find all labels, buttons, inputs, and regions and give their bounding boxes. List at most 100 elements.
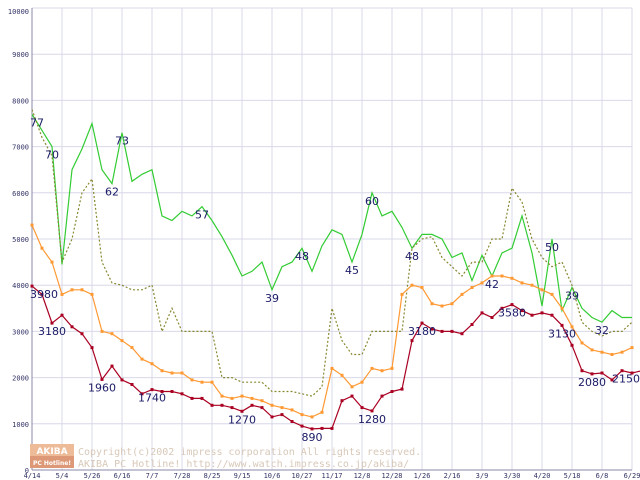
data-point bbox=[530, 313, 534, 317]
y-tick-label: 9000 bbox=[12, 51, 29, 59]
data-point bbox=[70, 325, 74, 329]
data-point bbox=[360, 380, 364, 384]
x-tick-label: 2/16 bbox=[444, 472, 461, 480]
data-point bbox=[90, 292, 94, 296]
data-point bbox=[30, 284, 34, 288]
data-point bbox=[380, 394, 384, 398]
data-point bbox=[340, 399, 344, 403]
data-point bbox=[170, 390, 174, 393]
data-point bbox=[510, 303, 514, 307]
data-point bbox=[480, 311, 484, 315]
data-point bbox=[110, 364, 114, 368]
x-tick-label: 9/15 bbox=[234, 472, 251, 480]
data-point bbox=[120, 339, 124, 343]
data-point bbox=[170, 371, 174, 375]
y-tick-label: 5000 bbox=[12, 236, 29, 244]
data-label: 1280 bbox=[358, 413, 386, 426]
data-point bbox=[230, 406, 234, 410]
data-label: 32 bbox=[595, 324, 609, 337]
data-point bbox=[180, 371, 184, 375]
data-point bbox=[410, 283, 414, 287]
data-point bbox=[150, 362, 154, 366]
data-point bbox=[180, 392, 184, 396]
data-point bbox=[160, 369, 164, 373]
data-point bbox=[620, 369, 624, 373]
x-tick-label: 8/25 bbox=[204, 472, 221, 480]
data-point bbox=[40, 246, 44, 250]
data-point bbox=[440, 329, 444, 333]
data-point bbox=[290, 408, 294, 412]
data-point bbox=[370, 366, 374, 370]
data-point bbox=[80, 332, 84, 336]
data-point bbox=[560, 323, 564, 327]
data-label: 60 bbox=[365, 195, 379, 208]
data-point bbox=[530, 283, 534, 287]
data-point bbox=[630, 371, 634, 375]
data-point bbox=[210, 403, 214, 407]
data-point bbox=[250, 396, 254, 400]
data-point bbox=[310, 415, 314, 419]
series-line bbox=[31, 113, 632, 323]
data-label: 890 bbox=[302, 431, 323, 444]
data-point bbox=[350, 385, 354, 389]
data-point bbox=[300, 424, 304, 428]
data-point bbox=[140, 392, 144, 396]
data-labels: 77 70 62 73 57 39 48 45 60 48 42 50 39 32 3980 3180 1960… bbox=[30, 116, 640, 444]
data-point bbox=[490, 274, 494, 278]
x-tick-label: 7/7 bbox=[146, 472, 159, 480]
data-point bbox=[60, 292, 64, 296]
data-point bbox=[420, 321, 424, 325]
y-tick-labels: 0 1000 2000 3000 4000 5000 6000 7000 8000 9000 100… bbox=[8, 8, 29, 475]
data-label: 45 bbox=[345, 264, 359, 277]
logo-top-text: AKIBA bbox=[36, 447, 67, 457]
data-point bbox=[580, 341, 584, 345]
data-label: 2150 bbox=[612, 373, 640, 386]
data-point bbox=[350, 394, 354, 398]
x-tick-label: 3/30 bbox=[504, 472, 521, 480]
data-point bbox=[470, 323, 474, 326]
data-point bbox=[100, 329, 104, 333]
data-label: 73 bbox=[115, 135, 129, 148]
data-point bbox=[590, 372, 594, 376]
data-label: 42 bbox=[485, 278, 499, 291]
data-point bbox=[40, 292, 44, 296]
data-point bbox=[270, 415, 274, 419]
x-tick-label: 7/28 bbox=[174, 472, 191, 480]
copyright-text: Copyright(c)2002 impress corporation All… bbox=[78, 447, 421, 458]
data-point bbox=[390, 390, 394, 393]
data-label: 3980 bbox=[30, 288, 58, 301]
data-point bbox=[190, 378, 194, 382]
grid bbox=[31, 7, 633, 471]
series-3 bbox=[30, 223, 634, 419]
x-tick-label: 10/27 bbox=[291, 472, 312, 480]
data-point bbox=[450, 302, 454, 306]
data-point bbox=[490, 316, 494, 319]
series-line bbox=[31, 285, 640, 430]
data-point bbox=[50, 260, 54, 264]
data-point bbox=[480, 281, 484, 285]
data-point bbox=[550, 313, 554, 317]
data-label: 77 bbox=[30, 116, 44, 129]
data-label: 3180 bbox=[38, 325, 66, 338]
y-tick-label: 4000 bbox=[12, 282, 29, 290]
data-point bbox=[140, 357, 144, 361]
data-label: 48 bbox=[295, 250, 309, 263]
data-point bbox=[60, 313, 64, 317]
logo-bottom-text: PC Hotline! bbox=[33, 460, 71, 467]
x-tick-label: 3/9 bbox=[476, 472, 489, 480]
data-point bbox=[130, 346, 134, 350]
data-point bbox=[610, 353, 614, 356]
data-point bbox=[580, 369, 584, 373]
data-point bbox=[430, 302, 434, 306]
data-label: 2080 bbox=[578, 376, 606, 389]
data-point bbox=[110, 332, 114, 336]
data-point bbox=[630, 346, 634, 350]
data-point bbox=[410, 339, 414, 343]
data-point bbox=[570, 343, 574, 347]
y-tick-label: 1000 bbox=[12, 421, 29, 429]
data-point bbox=[300, 413, 304, 417]
data-point bbox=[250, 403, 254, 407]
data-point bbox=[210, 380, 214, 384]
